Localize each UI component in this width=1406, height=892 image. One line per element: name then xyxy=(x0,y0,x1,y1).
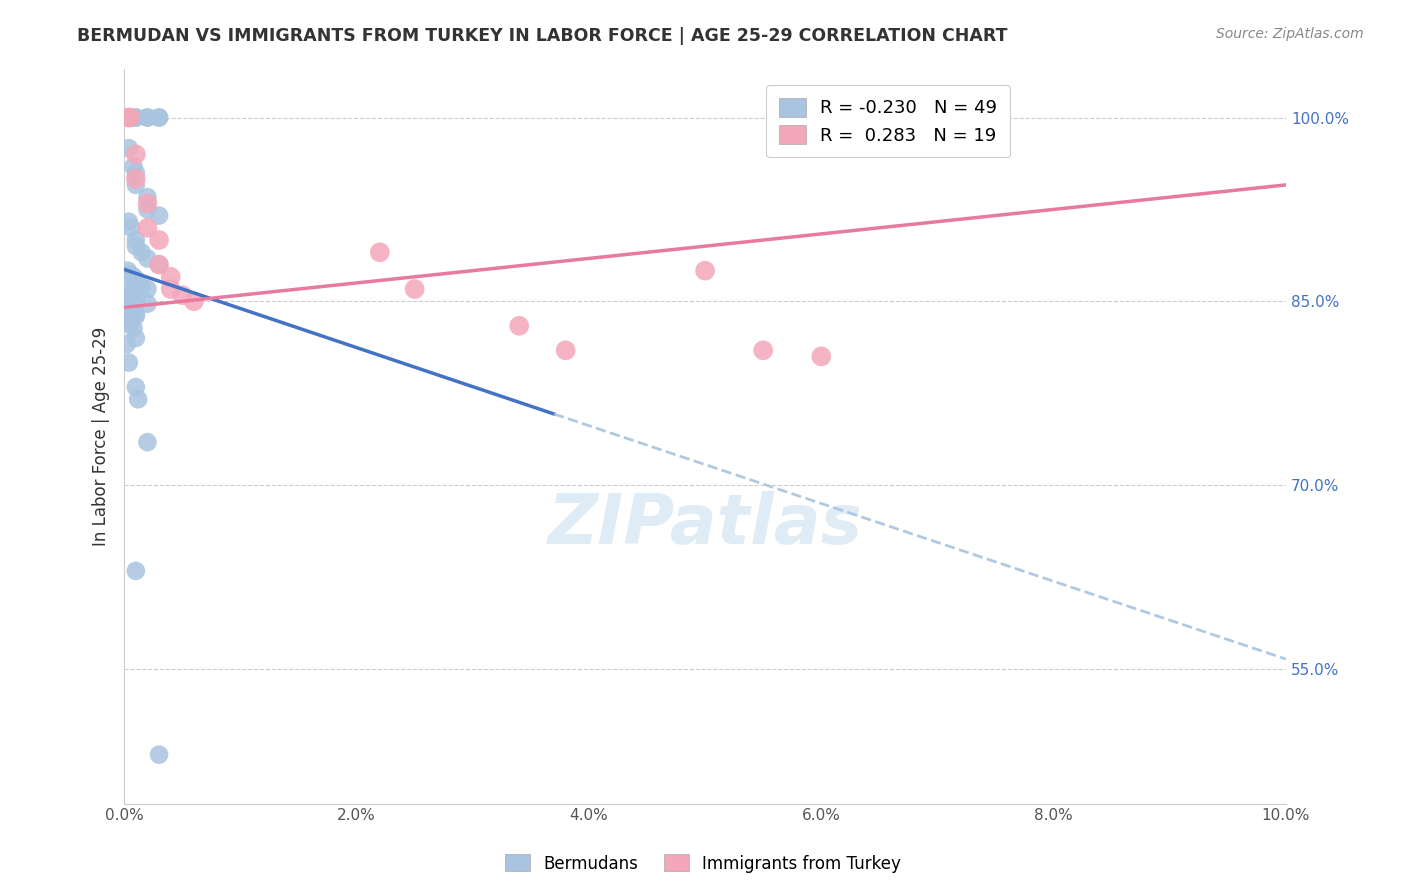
Point xyxy=(148,747,170,762)
Point xyxy=(125,292,148,306)
Point xyxy=(125,380,148,394)
Point xyxy=(125,307,148,321)
Point xyxy=(148,111,170,125)
Point xyxy=(125,564,148,578)
Point xyxy=(127,392,149,407)
Point xyxy=(148,258,170,272)
Point xyxy=(122,269,145,284)
Point xyxy=(508,318,530,333)
Point xyxy=(136,111,159,125)
Legend: R = -0.230   N = 49, R =  0.283   N = 19: R = -0.230 N = 49, R = 0.283 N = 19 xyxy=(766,85,1010,157)
Point xyxy=(118,287,141,301)
Point xyxy=(131,279,153,293)
Point xyxy=(122,321,145,335)
Point xyxy=(118,111,141,125)
Text: Source: ZipAtlas.com: Source: ZipAtlas.com xyxy=(1216,27,1364,41)
Point xyxy=(183,294,205,309)
Point xyxy=(125,111,148,125)
Point xyxy=(125,276,148,290)
Point xyxy=(136,297,159,311)
Point xyxy=(117,263,139,277)
Point xyxy=(693,263,716,277)
Point xyxy=(148,209,170,223)
Point xyxy=(125,147,148,161)
Point xyxy=(752,343,775,358)
Text: BERMUDAN VS IMMIGRANTS FROM TURKEY IN LABOR FORCE | AGE 25-29 CORRELATION CHART: BERMUDAN VS IMMIGRANTS FROM TURKEY IN LA… xyxy=(77,27,1008,45)
Point xyxy=(136,435,159,450)
Point xyxy=(136,252,159,266)
Point xyxy=(148,111,170,125)
Point xyxy=(136,111,159,125)
Point xyxy=(368,245,391,260)
Point xyxy=(136,282,159,296)
Point xyxy=(125,272,148,286)
Point xyxy=(117,301,139,315)
Point xyxy=(159,269,181,284)
Point xyxy=(118,141,141,155)
Point xyxy=(120,220,142,235)
Point xyxy=(810,350,832,364)
Text: ZIPatlas: ZIPatlas xyxy=(547,491,863,558)
Point xyxy=(136,196,159,211)
Point xyxy=(125,111,148,125)
Point xyxy=(136,202,159,217)
Point xyxy=(404,282,426,296)
Point xyxy=(159,282,181,296)
Point xyxy=(118,111,141,125)
Point xyxy=(125,239,148,253)
Point xyxy=(136,190,159,204)
Point xyxy=(125,171,148,186)
Point xyxy=(118,304,141,318)
Point xyxy=(125,178,148,192)
Point xyxy=(117,312,139,326)
Point xyxy=(115,337,138,351)
Point xyxy=(125,233,148,247)
Point xyxy=(117,111,139,125)
Point xyxy=(125,309,148,323)
Y-axis label: In Labor Force | Age 25-29: In Labor Force | Age 25-29 xyxy=(93,326,110,546)
Legend: Bermudans, Immigrants from Turkey: Bermudans, Immigrants from Turkey xyxy=(499,847,907,880)
Point xyxy=(118,317,141,331)
Point xyxy=(172,288,194,302)
Point xyxy=(136,220,159,235)
Point xyxy=(125,331,148,345)
Point xyxy=(118,355,141,369)
Point xyxy=(125,294,148,309)
Point xyxy=(131,245,153,260)
Point xyxy=(122,160,145,174)
Point xyxy=(115,285,138,299)
Point xyxy=(125,166,148,180)
Point xyxy=(118,215,141,229)
Point xyxy=(554,343,576,358)
Point xyxy=(118,268,141,282)
Point xyxy=(120,289,142,303)
Point xyxy=(148,233,170,247)
Point xyxy=(148,258,170,272)
